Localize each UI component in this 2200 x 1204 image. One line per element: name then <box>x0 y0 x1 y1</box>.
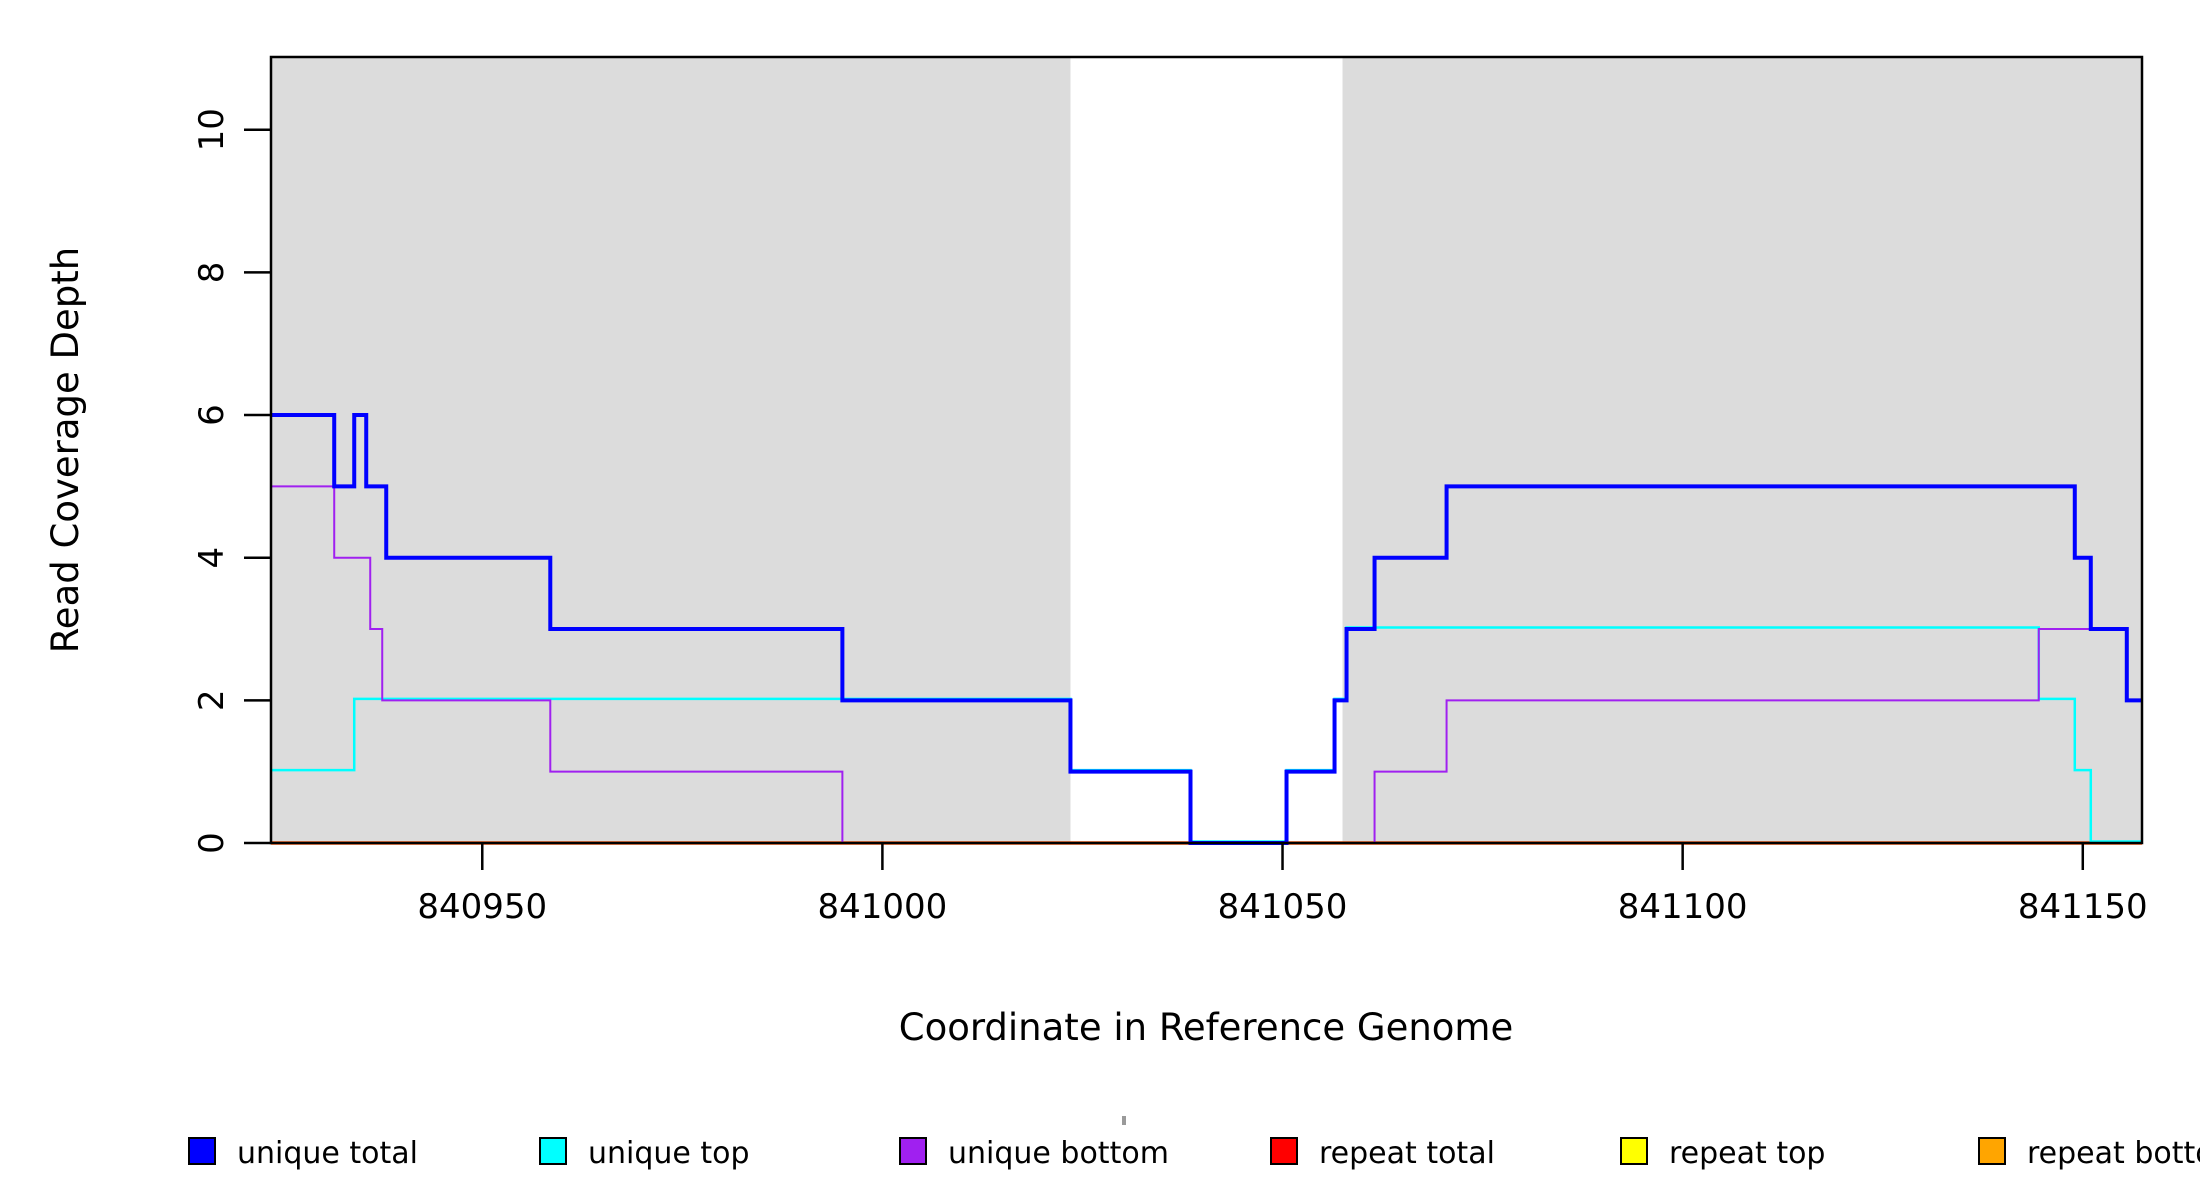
x-tick-label: 840950 <box>417 887 547 927</box>
legend-label-unique-total: unique total <box>237 1136 418 1171</box>
y-tick-label: 10 <box>192 108 232 151</box>
x-axis: 840950 841000 841050 841100 841150 <box>417 843 2148 927</box>
y-axis-title: Read Coverage Depth <box>44 247 87 653</box>
series-unique-bottom <box>271 485 2142 844</box>
y-axis: 0 2 4 6 8 10 <box>192 108 271 854</box>
legend-swatch-unique-total <box>188 1137 216 1165</box>
x-tick-label: 841000 <box>817 887 947 927</box>
x-axis-title: Coordinate in Reference Genome <box>899 1006 1514 1049</box>
shaded-region <box>1342 57 2142 843</box>
shaded-regions <box>271 57 2142 843</box>
x-tick-label: 841050 <box>1218 887 1348 927</box>
legend-swatch-repeat-total <box>1270 1137 1298 1165</box>
legend-label-repeat-total: repeat total <box>1319 1136 1495 1171</box>
y-tick-label: 6 <box>192 404 232 426</box>
y-tick-label: 8 <box>192 262 232 284</box>
legend-swatch-unique-top <box>539 1137 567 1165</box>
plot-border-box <box>269 55 2144 845</box>
y-tick-label: 4 <box>192 547 232 569</box>
legend-label-unique-top: unique top <box>588 1136 750 1171</box>
stray-dot-artifact <box>1122 1116 1126 1125</box>
legend: unique total unique top unique bottom repea… <box>188 1136 2200 1171</box>
legend-label-unique-bottom: unique bottom <box>948 1136 1169 1171</box>
legend-label-repeat-top: repeat top <box>1669 1136 1825 1171</box>
legend-swatch-repeat-top <box>1620 1137 1648 1165</box>
legend-label-repeat-bottom: repeat bottom <box>2027 1136 2200 1171</box>
y-tick-label: 2 <box>192 690 232 712</box>
legend-swatch-unique-bottom <box>899 1137 927 1165</box>
x-tick-label: 841150 <box>2018 887 2148 927</box>
y-tick-label: 0 <box>192 832 232 854</box>
shaded-region <box>271 57 1071 843</box>
legend-swatch-repeat-bottom <box>1978 1137 2006 1165</box>
x-tick-label: 841100 <box>1618 887 1748 927</box>
